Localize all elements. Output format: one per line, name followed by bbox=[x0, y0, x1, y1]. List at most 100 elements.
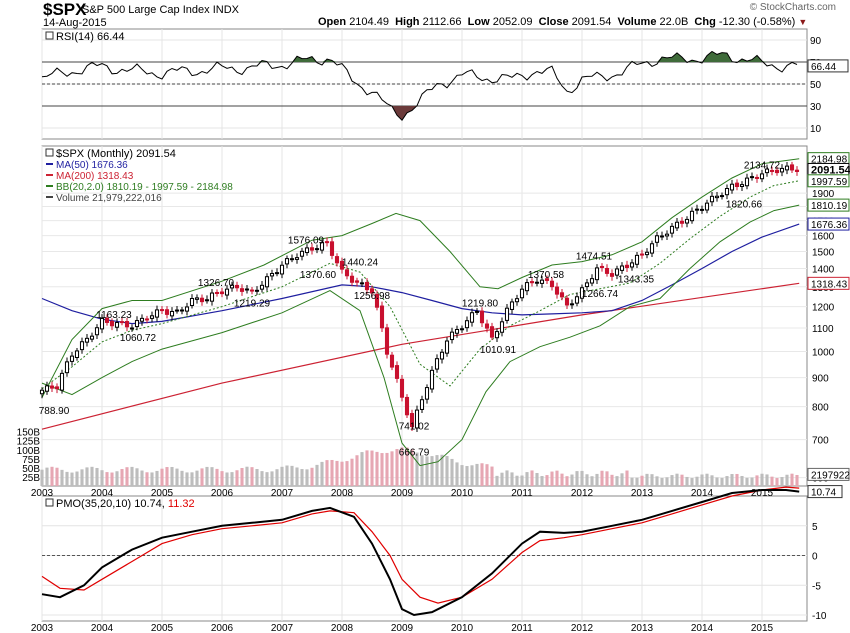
volume-bar-114 bbox=[610, 474, 614, 486]
volume-bar-61 bbox=[345, 461, 349, 486]
chg-label: Chg bbox=[694, 16, 716, 28]
volume-bar-15 bbox=[115, 471, 119, 486]
volume-bar-125 bbox=[665, 477, 669, 486]
volume-bar-20 bbox=[140, 470, 144, 486]
volume-bar-13 bbox=[105, 472, 109, 486]
candle-body-57 bbox=[324, 241, 330, 244]
candle-body-65 bbox=[364, 281, 370, 291]
candle-body-66 bbox=[369, 288, 375, 294]
volume-bar-140 bbox=[740, 475, 744, 486]
bb-legend-text: BB(20,2.0) 1810.19 - 1997.59 - 2184.98 bbox=[56, 182, 233, 193]
volume-bar-47 bbox=[275, 469, 279, 486]
ma50-tag-text: 1676.36 bbox=[811, 220, 848, 231]
volume-bar-110 bbox=[590, 476, 594, 486]
rsi-value-tag bbox=[807, 59, 849, 73]
candle-body-128 bbox=[679, 220, 685, 224]
volume-bar-115 bbox=[615, 476, 619, 486]
candle-body-25 bbox=[164, 309, 170, 315]
volume-bar-89 bbox=[485, 464, 489, 486]
volume-bar-151 bbox=[795, 474, 799, 486]
volume-bar-58 bbox=[330, 459, 334, 486]
candle-body-75 bbox=[414, 409, 420, 429]
pmo-xaxis-label-2006: 2006 bbox=[211, 623, 234, 633]
pmo-xaxis-label-2008: 2008 bbox=[331, 623, 354, 633]
candle-body-142 bbox=[749, 176, 755, 179]
volume-bar-87 bbox=[475, 463, 479, 486]
volume-bar-16 bbox=[120, 469, 124, 486]
candle-body-89 bbox=[484, 323, 490, 329]
pmo-line bbox=[41, 489, 800, 617]
volume-bar-145 bbox=[765, 474, 769, 486]
candle-body-15 bbox=[114, 322, 120, 328]
candle-body-129 bbox=[684, 218, 690, 224]
volume-bar-92 bbox=[500, 472, 504, 486]
pmo-title: PMO(35,20,10) 10.74, 11.32 bbox=[56, 498, 195, 510]
price-annotation-15: 1474.51 bbox=[576, 252, 613, 263]
price-tick-label-1200: 1200 bbox=[812, 303, 835, 314]
candle-body-46 bbox=[269, 272, 275, 277]
price-annotation-8: 1256.98 bbox=[354, 291, 391, 302]
price-xaxis-label-2004: 2004 bbox=[91, 488, 114, 499]
volume-bar-78 bbox=[430, 456, 434, 486]
candle-body-77 bbox=[424, 387, 430, 400]
volume-tag-text: 2197922 bbox=[811, 470, 850, 481]
candle-body-45 bbox=[264, 276, 270, 288]
price-annotation-17: 2134.72 bbox=[744, 160, 781, 171]
rsi-tick-label-50: 50 bbox=[810, 80, 822, 91]
candle-body-49 bbox=[284, 258, 290, 265]
candle-body-76 bbox=[419, 399, 425, 410]
volume-bar-111 bbox=[595, 473, 599, 486]
candle-body-16 bbox=[119, 321, 125, 324]
volume-bar-138 bbox=[730, 474, 734, 486]
volume-bar-93 bbox=[505, 470, 509, 486]
price-xaxis-label-2006: 2006 bbox=[211, 488, 234, 499]
candle-body-147 bbox=[774, 169, 780, 174]
candle-body-139 bbox=[734, 182, 740, 188]
candle-body-51 bbox=[294, 257, 300, 260]
pmo-tick-label-5: 5 bbox=[812, 522, 818, 533]
pmo-xaxis-label-2014: 2014 bbox=[691, 623, 714, 633]
volume-bar-122 bbox=[650, 474, 654, 486]
volume-bar-76 bbox=[420, 455, 424, 486]
candle-body-110 bbox=[589, 278, 595, 284]
price-tick-label-900: 900 bbox=[812, 374, 829, 385]
bb-lower-tag-text: 1810.19 bbox=[811, 201, 848, 212]
volume-bar-77 bbox=[425, 456, 429, 486]
volume-bar-22 bbox=[150, 472, 154, 486]
volume-bar-132 bbox=[700, 474, 704, 486]
candle-body-127 bbox=[674, 221, 680, 229]
price-xaxis-label-2012: 2012 bbox=[571, 488, 594, 499]
candle-body-10 bbox=[89, 335, 95, 340]
pmo-legend-marker bbox=[45, 498, 54, 507]
price-xaxis-label-2015: 2015 bbox=[751, 488, 774, 499]
candle-body-34 bbox=[209, 292, 215, 302]
volume-bar-21 bbox=[145, 472, 149, 486]
candle-body-43 bbox=[254, 289, 260, 292]
candle-body-150 bbox=[789, 164, 795, 171]
volume-bar-52 bbox=[300, 469, 304, 486]
chg-value: -12.30 (-0.58%) bbox=[718, 16, 796, 28]
volume-bar-129 bbox=[685, 476, 689, 486]
price-annotation-2: 1060.72 bbox=[120, 333, 157, 344]
volume-bar-100 bbox=[540, 476, 544, 486]
candle-body-78 bbox=[429, 369, 435, 390]
volume-bar-86 bbox=[470, 465, 474, 486]
volume-tick-label-150B: 150B bbox=[17, 428, 41, 439]
exchange-text: INDX bbox=[212, 4, 239, 16]
volume-bar-83 bbox=[455, 462, 459, 486]
candle-body-35 bbox=[214, 291, 220, 294]
candle-body-12 bbox=[99, 317, 105, 330]
price-annotation-14: 1266.74 bbox=[582, 289, 619, 300]
volume-bar-39 bbox=[235, 470, 239, 486]
candle-body-74 bbox=[409, 413, 415, 428]
price-legend-marker bbox=[45, 148, 54, 157]
candle-body-33 bbox=[204, 299, 210, 302]
price-xaxis-label-2005: 2005 bbox=[151, 488, 174, 499]
symbol-title: $SPX bbox=[43, 0, 87, 19]
price-tick-label-1600: 1600 bbox=[812, 232, 835, 243]
candle-body-26 bbox=[169, 310, 175, 317]
candle-body-126 bbox=[669, 225, 675, 234]
candle-body-82 bbox=[449, 331, 455, 341]
bb-middle-tag bbox=[807, 174, 850, 188]
volume-bar-149 bbox=[785, 474, 789, 486]
